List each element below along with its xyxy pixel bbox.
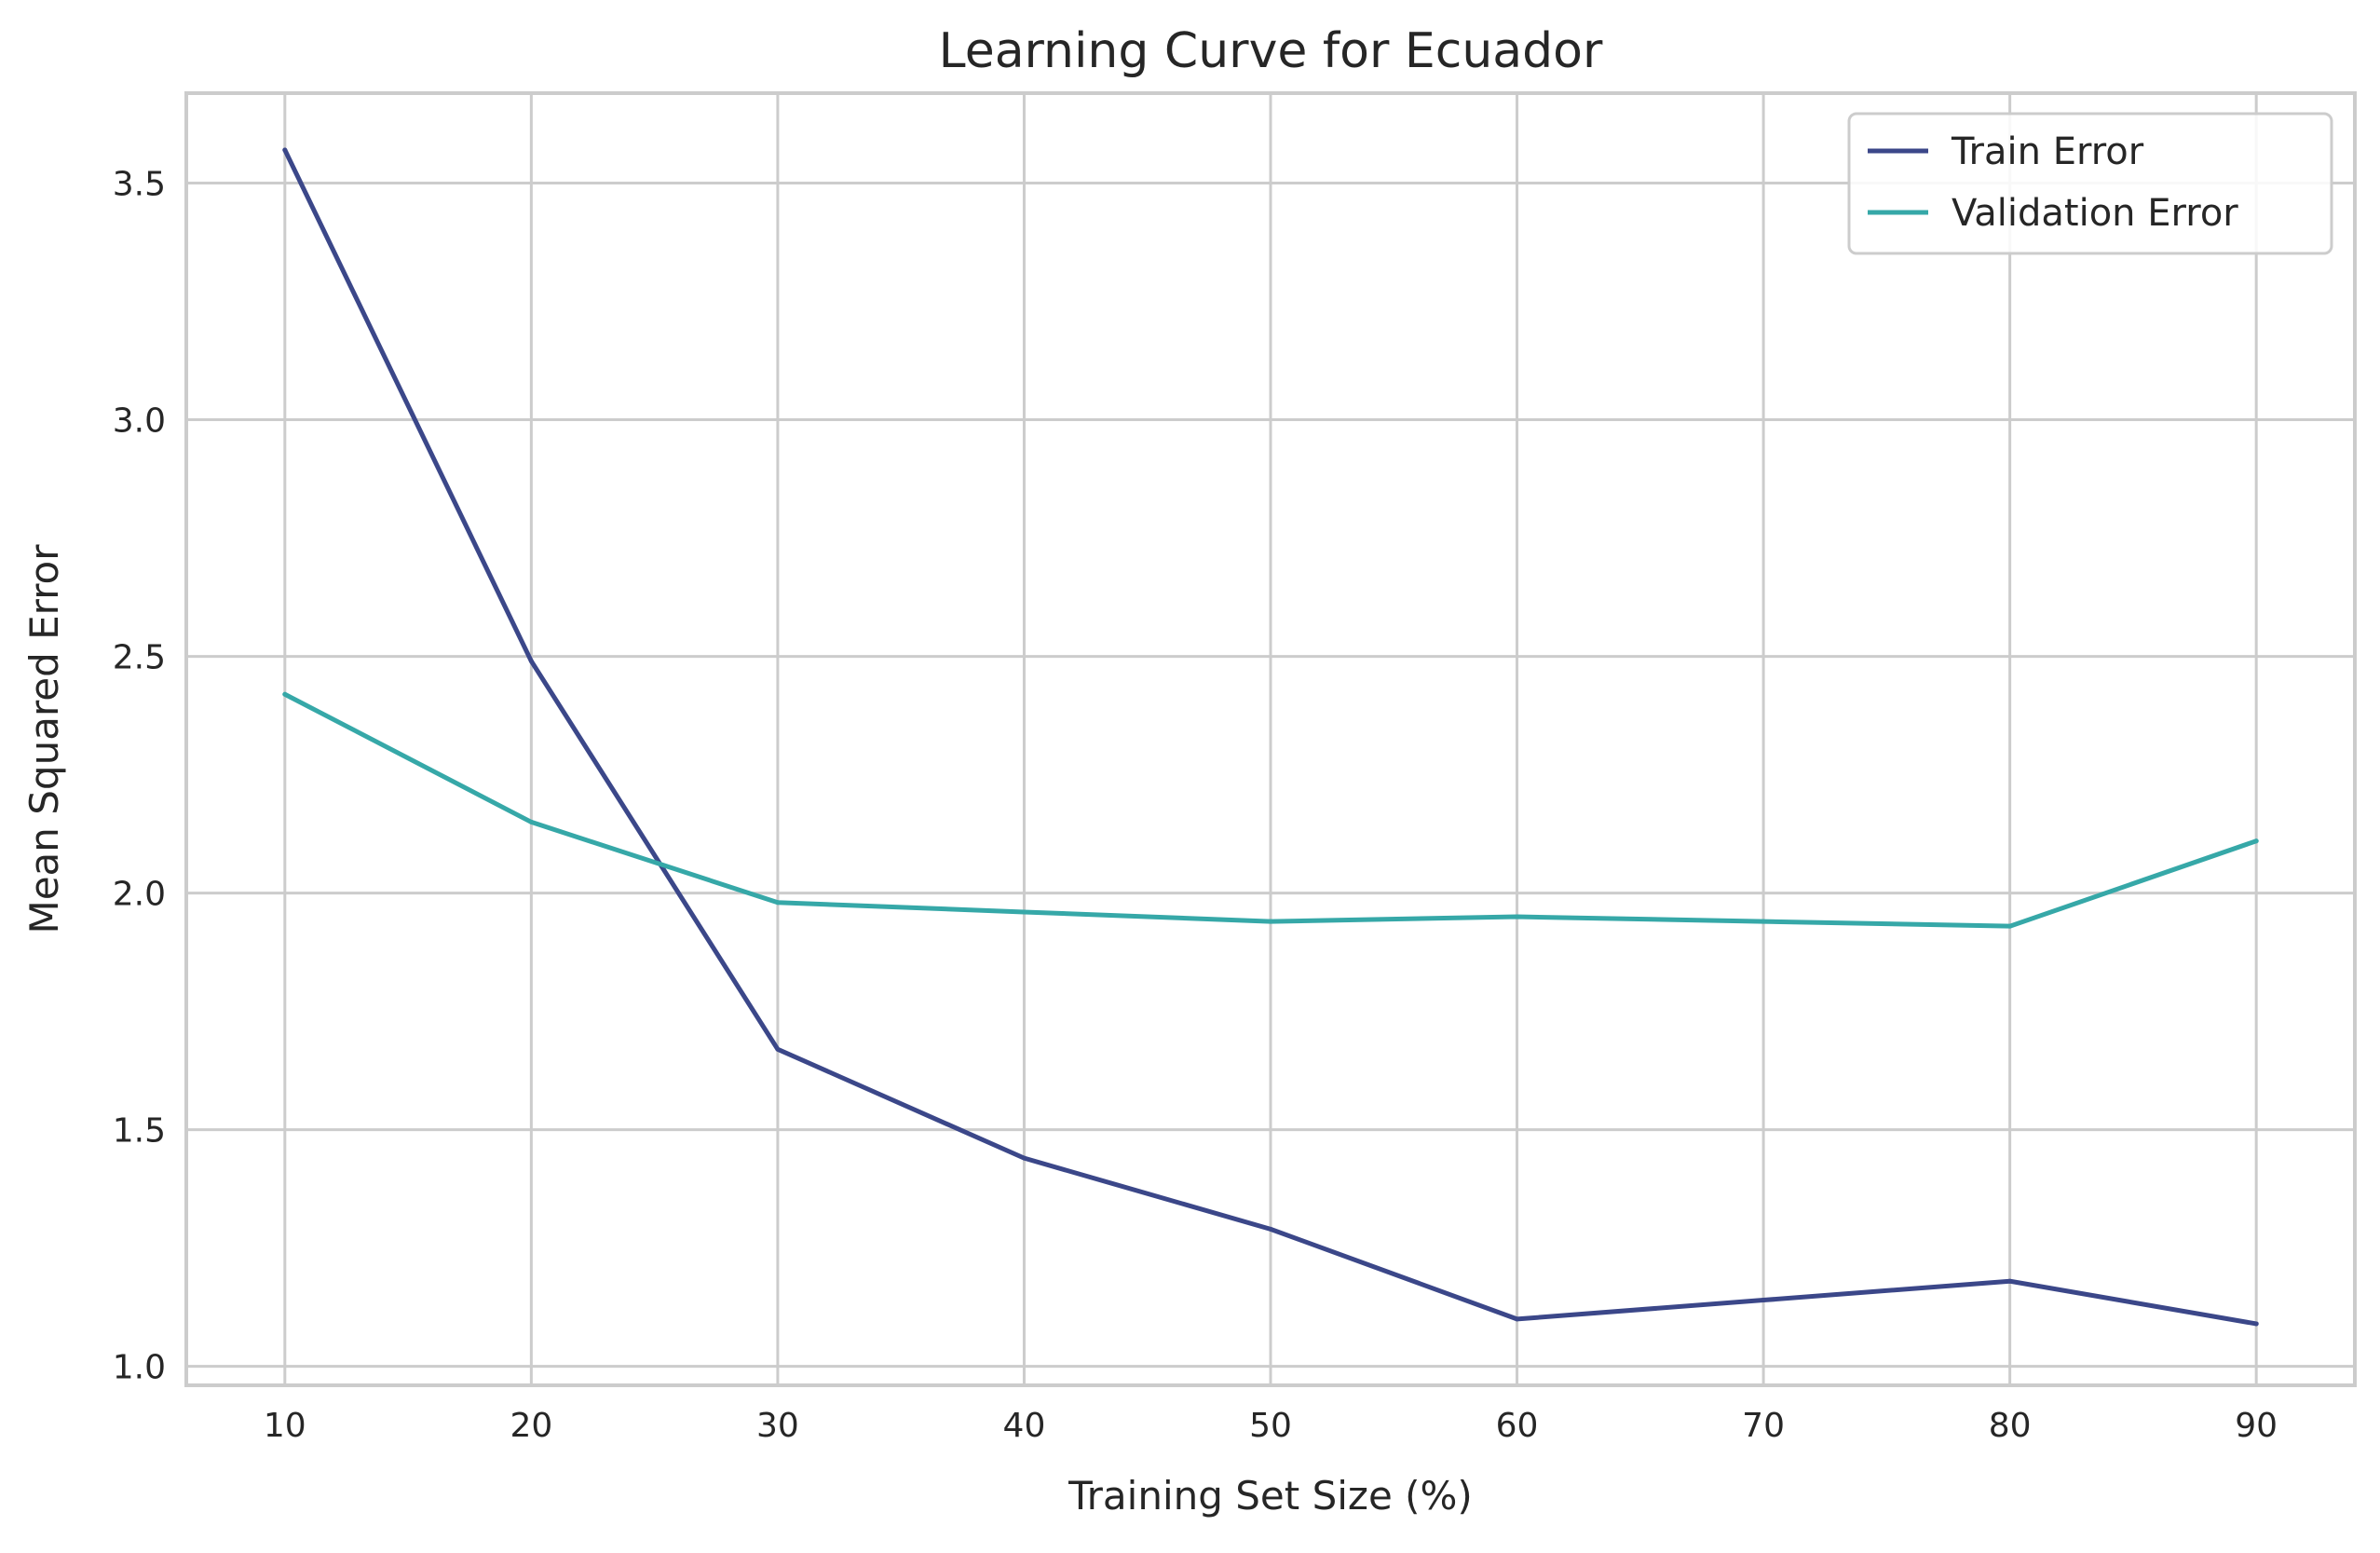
data-point-1-8 [2253, 838, 2259, 844]
data-point-1-0 [282, 691, 288, 697]
chart-title: Learning Curve for Ecuador [939, 23, 1603, 79]
series-layer [282, 147, 2259, 1327]
data-point-0-3 [1021, 1155, 1027, 1161]
x-tick-label-7: 80 [1989, 1407, 2032, 1445]
data-point-0-0 [282, 147, 288, 153]
data-point-0-8 [2253, 1321, 2259, 1327]
plot-frame [184, 91, 2357, 1387]
legend: Train Error Validation Error [1847, 112, 2333, 255]
data-point-1-3 [1021, 909, 1027, 915]
data-point-0-1 [528, 659, 534, 664]
data-point-1-1 [528, 819, 534, 824]
data-point-0-5 [1515, 1316, 1520, 1322]
x-tick-label-1: 20 [510, 1407, 552, 1445]
tick-labels: 10 20 30 40 50 60 70 80 90 1.0 1.5 2.0 2.5 3.0 3.5 [113, 166, 2278, 1445]
x-tick-label-2: 30 [756, 1407, 799, 1445]
x-tick-label-3: 40 [1003, 1407, 1046, 1445]
y-tick-label-5: 3.5 [113, 166, 166, 204]
x-tick-label-0: 10 [264, 1407, 306, 1445]
x-tick-label-8: 90 [2235, 1407, 2278, 1445]
grid [186, 93, 2355, 1385]
x-tick-label-4: 50 [1249, 1407, 1292, 1445]
x-tick-label-5: 60 [1496, 1407, 1539, 1445]
data-point-1-6 [1761, 919, 1766, 924]
x-tick-label-6: 70 [1742, 1407, 1785, 1445]
data-point-1-5 [1515, 914, 1520, 920]
y-tick-label-0: 1.0 [113, 1349, 166, 1387]
data-point-1-4 [1268, 919, 1273, 924]
y-tick-label-3: 2.5 [113, 639, 166, 677]
data-point-0-6 [1761, 1298, 1766, 1303]
y-tick-label-4: 3.0 [113, 402, 166, 441]
x-axis-label: Training Set Size (%) [1068, 1473, 1473, 1519]
data-point-0-4 [1268, 1226, 1273, 1232]
legend-label-0: Train Error [1951, 130, 2144, 173]
y-tick-label-1: 1.5 [113, 1112, 166, 1151]
data-point-0-2 [775, 1046, 781, 1052]
legend-label-1: Validation Error [1952, 192, 2238, 235]
y-axis-label: Mean Squared Error [21, 544, 67, 934]
data-point-0-7 [2007, 1278, 2013, 1284]
data-point-1-2 [775, 900, 781, 906]
data-point-1-7 [2007, 923, 2013, 929]
y-tick-label-2: 2.0 [113, 876, 166, 914]
legend-box [1847, 112, 2333, 255]
